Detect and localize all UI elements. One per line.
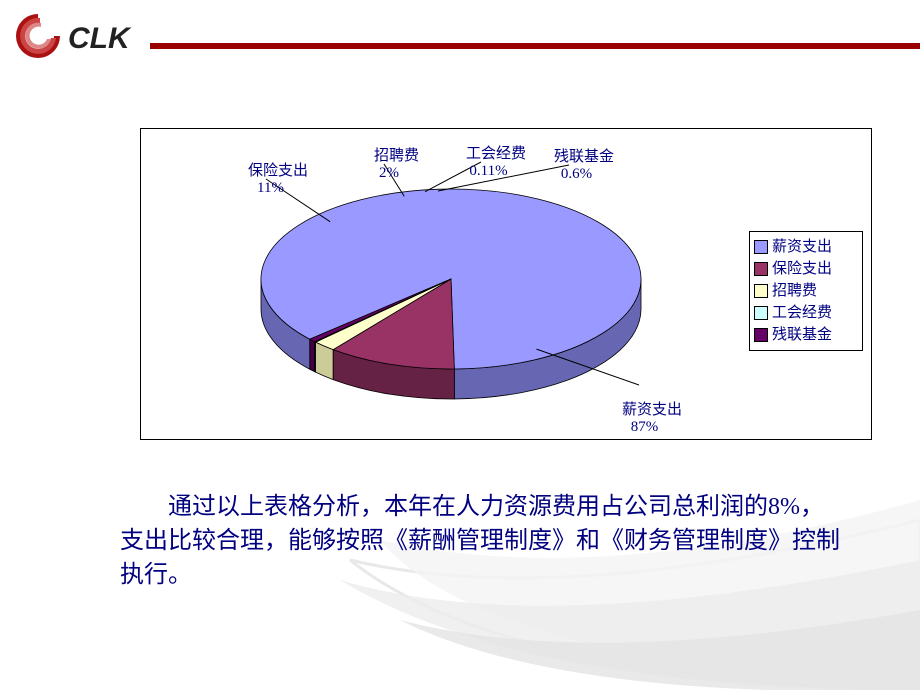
legend-swatch [754,284,768,298]
callout-fund: 残联基金0.6% [539,132,614,200]
callout-recruit: 招聘费2% [359,131,419,199]
legend-swatch [754,306,768,320]
callout-salary: 薪资支出87% [607,385,682,453]
chart-legend: 薪资支出 保险支出 招聘费 工会经费 残联基金 [749,231,863,351]
legend-swatch [754,328,768,342]
legend-item: 薪资支出 [754,236,858,258]
legend-label: 保险支出 [772,258,832,280]
callout-union: 工会经费0.11% [451,129,526,197]
legend-label: 工会经费 [772,302,832,324]
legend-swatch [754,262,768,276]
analysis-paragraph: 通过以上表格分析，本年在人力资源费用占公司总利润的8%，支出比较合理，能够按照《… [120,490,840,592]
accent-bar [150,36,920,42]
legend-item: 残联基金 [754,324,858,346]
brand-text: CLK [68,22,132,55]
legend-item: 招聘费 [754,280,858,302]
legend-label: 残联基金 [772,324,832,346]
legend-swatch [754,240,768,254]
callout-insurance: 保险支出11% [233,146,308,214]
legend-item: 工会经费 [754,302,858,324]
legend-item: 保险支出 [754,258,858,280]
pie-chart-frame: 薪资支出87% 保险支出11% 招聘费2% 工会经费0.11% 残联基金0.6%… [140,128,872,440]
legend-label: 招聘费 [772,280,817,302]
legend-label: 薪资支出 [772,236,832,258]
